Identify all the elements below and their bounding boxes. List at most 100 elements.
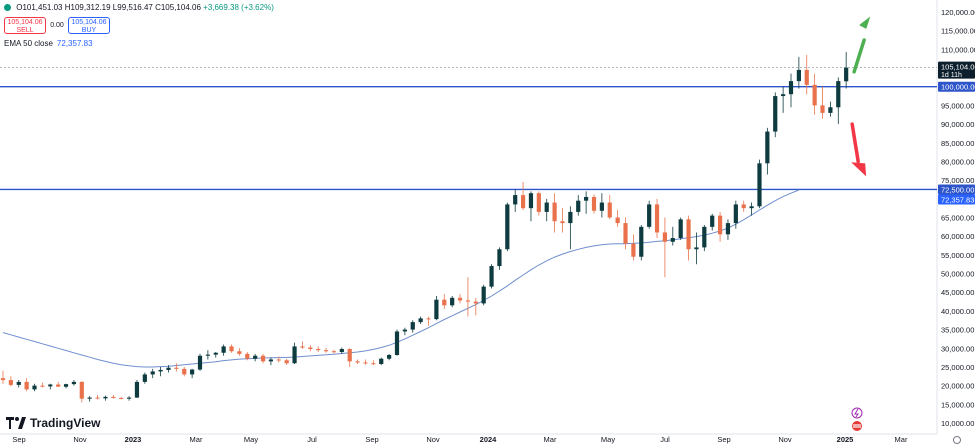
y-tick-label: 45,000.00 bbox=[941, 288, 974, 297]
candle-body bbox=[773, 96, 778, 132]
candle-body bbox=[418, 318, 423, 323]
candle-body bbox=[536, 193, 541, 212]
candle-body bbox=[402, 329, 407, 332]
candle-body bbox=[221, 346, 226, 353]
y-tick-label: 60,000.00 bbox=[941, 232, 974, 241]
candle-body bbox=[591, 196, 597, 211]
x-tick-label: 2025 bbox=[837, 435, 854, 444]
candle-body bbox=[489, 266, 494, 287]
candle-body bbox=[87, 397, 92, 399]
candle-body bbox=[513, 195, 518, 205]
candle-body bbox=[757, 163, 762, 207]
sell-button[interactable]: 105,104.06 SELL bbox=[4, 17, 46, 34]
candle-body bbox=[331, 351, 337, 353]
up-arrow-icon bbox=[852, 38, 866, 74]
candle-body bbox=[126, 397, 132, 399]
ema-indicator-legend[interactable]: EMA 50 close 72,357.83 bbox=[4, 39, 93, 48]
candle-body bbox=[284, 360, 289, 364]
candle-body bbox=[32, 385, 37, 390]
buy-label: BUY bbox=[81, 27, 97, 34]
candle-body bbox=[426, 318, 431, 320]
up-arrow-head-icon bbox=[859, 16, 871, 29]
flag-stripe-icon bbox=[853, 424, 861, 428]
sell-label: SELL bbox=[16, 27, 34, 34]
down-arrow-head-icon bbox=[851, 162, 867, 177]
buy-button[interactable]: 105,104.06 BUY bbox=[68, 17, 110, 34]
lightning-icon bbox=[854, 408, 859, 418]
candle-body bbox=[694, 247, 699, 250]
ema-value: 72,357.83 bbox=[56, 39, 93, 48]
candle-body bbox=[371, 363, 376, 365]
y-tick-label: 35,000.00 bbox=[941, 326, 974, 335]
candle-body bbox=[442, 299, 447, 306]
candle-body bbox=[781, 94, 786, 97]
candle-body bbox=[213, 352, 218, 355]
candle-body bbox=[0, 378, 6, 381]
ema-label: EMA 50 close bbox=[4, 39, 53, 48]
candle-body bbox=[520, 195, 526, 209]
candle-body bbox=[339, 349, 344, 353]
y-tick-label: 50,000.00 bbox=[941, 270, 974, 279]
candle-body bbox=[804, 69, 809, 85]
candle-body bbox=[568, 211, 573, 224]
x-tick-label: Sep bbox=[12, 435, 25, 444]
candle-body bbox=[24, 381, 29, 390]
x-tick-label: Sep bbox=[365, 435, 378, 444]
candle-body bbox=[844, 67, 849, 82]
candle-body bbox=[717, 215, 723, 235]
brand-name: TradingView bbox=[30, 416, 101, 430]
candle-body bbox=[355, 361, 360, 363]
candle-body bbox=[749, 206, 754, 209]
close-value: C105,104.06 bbox=[155, 3, 201, 12]
candle-body bbox=[379, 358, 384, 364]
last-price-badge bbox=[938, 61, 975, 79]
candle-body bbox=[16, 381, 21, 385]
candle-body bbox=[710, 215, 715, 227]
candle-body bbox=[686, 219, 691, 250]
y-tick-label: 55,000.00 bbox=[941, 251, 974, 260]
candle-body bbox=[276, 359, 281, 361]
candle-body bbox=[103, 396, 108, 399]
candle-body bbox=[95, 397, 100, 399]
y-tick-label: 65,000.00 bbox=[941, 214, 974, 223]
candle-body bbox=[410, 322, 415, 330]
spread-value: 0.00 bbox=[50, 22, 64, 29]
x-tick-label: Mar bbox=[544, 435, 557, 444]
x-tick-label: 2023 bbox=[125, 435, 142, 444]
y-tick-label: 20,000.00 bbox=[941, 382, 974, 391]
tradingview-logo: TradingView bbox=[6, 416, 100, 430]
ema-price-label: 72,357.83 bbox=[941, 195, 974, 204]
candle-body bbox=[253, 355, 258, 359]
ema-50-line bbox=[2, 189, 800, 368]
candle-body bbox=[584, 196, 589, 201]
candle-body bbox=[174, 367, 179, 369]
low-value: L99,516.47 bbox=[112, 3, 153, 12]
x-tick-label: Mar bbox=[190, 435, 203, 444]
x-tick-label: Sep bbox=[717, 435, 730, 444]
candle-body bbox=[48, 384, 53, 387]
y-tick-label: 95,000.00 bbox=[941, 101, 974, 110]
candle-body bbox=[828, 107, 833, 113]
candle-body bbox=[725, 223, 731, 235]
candle-body bbox=[615, 217, 620, 224]
y-tick-label: 85,000.00 bbox=[941, 139, 974, 148]
candle-body bbox=[607, 202, 612, 218]
candle-body bbox=[481, 286, 486, 304]
candle-body bbox=[268, 359, 274, 362]
market-status-icon bbox=[4, 4, 11, 11]
candle-body bbox=[79, 381, 84, 399]
x-tick-label: May bbox=[601, 435, 615, 444]
candle-body bbox=[134, 381, 140, 398]
candle-body bbox=[670, 238, 675, 242]
candle-body bbox=[158, 369, 163, 372]
candle-body bbox=[812, 84, 817, 106]
x-tick-label: Mar bbox=[895, 435, 908, 444]
candle-body bbox=[150, 371, 155, 375]
candle-body bbox=[457, 297, 463, 301]
candle-body bbox=[394, 331, 400, 355]
x-tick-label: Nov bbox=[778, 435, 792, 444]
candle-body bbox=[119, 397, 124, 399]
y-tick-label: 120,000.00 bbox=[941, 8, 975, 17]
hline-price-label: 100,000.00 bbox=[941, 83, 975, 92]
